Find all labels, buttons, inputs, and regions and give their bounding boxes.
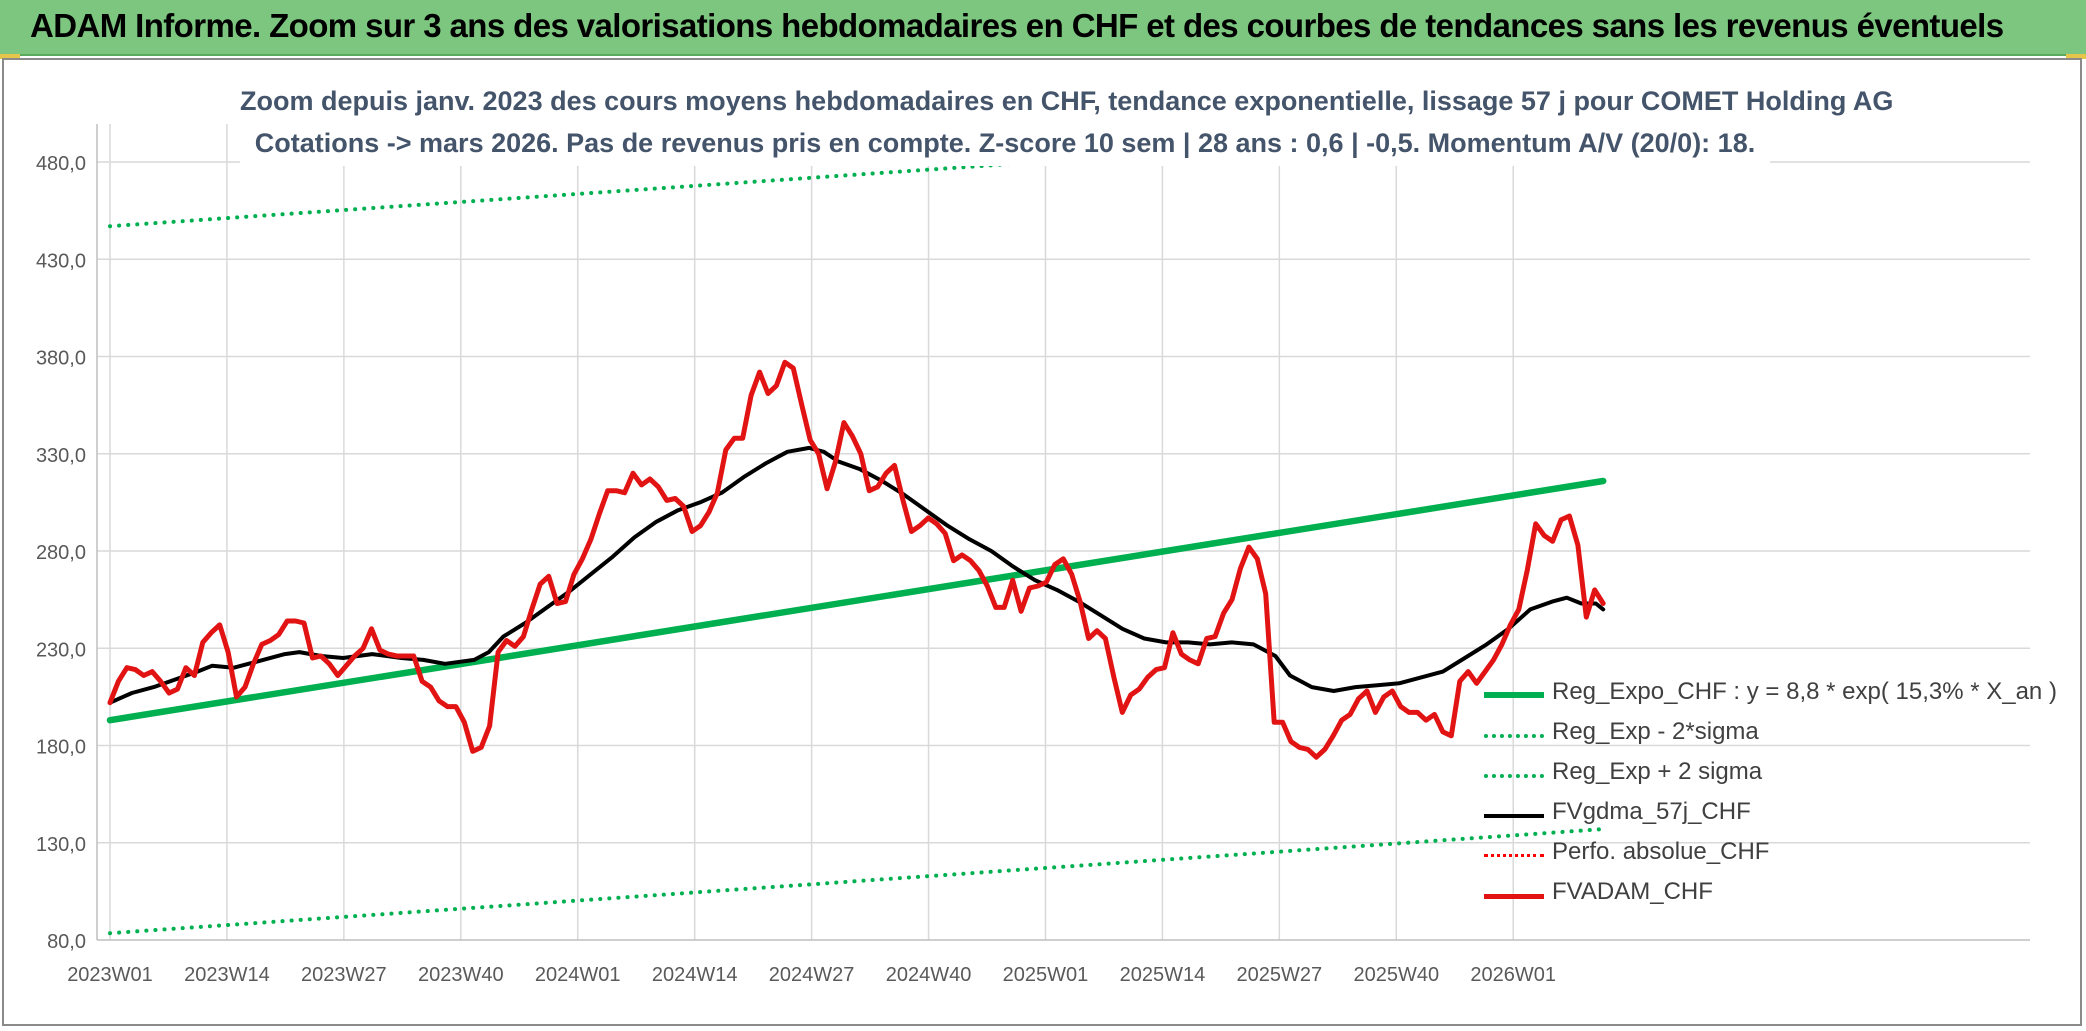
x-tick-label: 2025W40 xyxy=(1353,964,1439,986)
x-tick-label: 2025W27 xyxy=(1237,964,1323,986)
legend-swatch-reg-expo xyxy=(1484,692,1544,698)
x-tick-label: 2023W01 xyxy=(67,964,153,986)
legend-item-reg-plus: Reg_Exp + 2 sigma xyxy=(1484,756,2044,796)
report-title: ADAM Informe. Zoom sur 3 ans des valoris… xyxy=(30,7,2004,44)
legend-swatch-perfo xyxy=(1484,854,1544,857)
legend-swatch-fvgdma xyxy=(1484,814,1544,818)
series-line-fvgdma xyxy=(108,445,1606,705)
legend-label-reg-minus: Reg_Exp - 2*sigma xyxy=(1552,718,1759,745)
y-tick-label: 180,0 xyxy=(36,737,86,759)
y-tick-label: 230,0 xyxy=(36,639,86,661)
y-tick-label: 430,0 xyxy=(36,250,86,272)
x-tick-label: 2025W14 xyxy=(1120,964,1206,986)
y-tick-label: 480,0 xyxy=(36,153,86,175)
x-tick-label: 2024W27 xyxy=(769,964,855,986)
y-tick-label: 80,0 xyxy=(47,931,86,953)
legend-swatch-fvadam xyxy=(1484,894,1544,899)
x-tick-label: 2024W40 xyxy=(886,964,972,986)
y-tick-label: 330,0 xyxy=(36,445,86,467)
chart-title: Zoom depuis janv. 2023 des cours moyens … xyxy=(240,80,1894,166)
series-line-reg_minus xyxy=(108,827,1606,936)
legend-label-perfo: Perfo. absolue_CHF xyxy=(1552,838,1770,865)
y-tick-label: 280,0 xyxy=(36,542,86,564)
x-tick-label: 2023W40 xyxy=(418,964,504,986)
legend-label-reg-expo: Reg_Expo_CHF : y = 8,8 * exp( 15,3% * X_… xyxy=(1552,678,2057,705)
y-tick-label: 130,0 xyxy=(36,834,86,856)
x-tick-label: 2024W14 xyxy=(652,964,738,986)
chart-legend: Reg_Expo_CHF : y = 8,8 * exp( 15,3% * X_… xyxy=(1484,676,2057,916)
banner-accent-left xyxy=(0,54,20,59)
legend-swatch-reg-plus xyxy=(1484,774,1544,778)
legend-item-fvgdma: FVgdma_57j_CHF xyxy=(1484,796,2044,836)
chart-title-line-2: Cotations -> mars 2026. Pas de revenus p… xyxy=(254,128,1756,158)
legend-label-reg-plus: Reg_Exp + 2 sigma xyxy=(1552,758,1763,785)
legend-item-fvadam: FVADAM_CHF xyxy=(1484,876,2044,916)
legend-item-reg-minus: Reg_Exp - 2*sigma xyxy=(1484,716,2044,756)
legend-label-fvadam: FVADAM_CHF xyxy=(1552,878,1713,905)
legend-swatch-reg-minus xyxy=(1484,734,1544,738)
series-line-fvadam xyxy=(107,359,1606,760)
chart-frame xyxy=(2,58,2082,1026)
legend-label-fvgdma: FVgdma_57j_CHF xyxy=(1552,798,1751,825)
x-tick-label: 2024W01 xyxy=(535,964,621,986)
chart-title-line-1: Zoom depuis janv. 2023 des cours moyens … xyxy=(240,86,1894,116)
banner-accent-right xyxy=(2066,54,2086,59)
legend-item-perfo: Perfo. absolue_CHF xyxy=(1484,836,2044,876)
report-banner: ADAM Informe. Zoom sur 3 ans des valoris… xyxy=(0,0,2086,56)
y-tick-label: 380,0 xyxy=(36,348,86,370)
x-tick-label: 2025W01 xyxy=(1003,964,1089,986)
x-tick-label: 2023W27 xyxy=(301,964,387,986)
series-line-reg_exp xyxy=(106,477,1607,724)
legend-item-reg-expo: Reg_Expo_CHF : y = 8,8 * exp( 15,3% * X_… xyxy=(1484,676,2057,716)
x-tick-label: 2026W01 xyxy=(1470,964,1556,986)
x-tick-label: 2023W14 xyxy=(184,964,270,986)
